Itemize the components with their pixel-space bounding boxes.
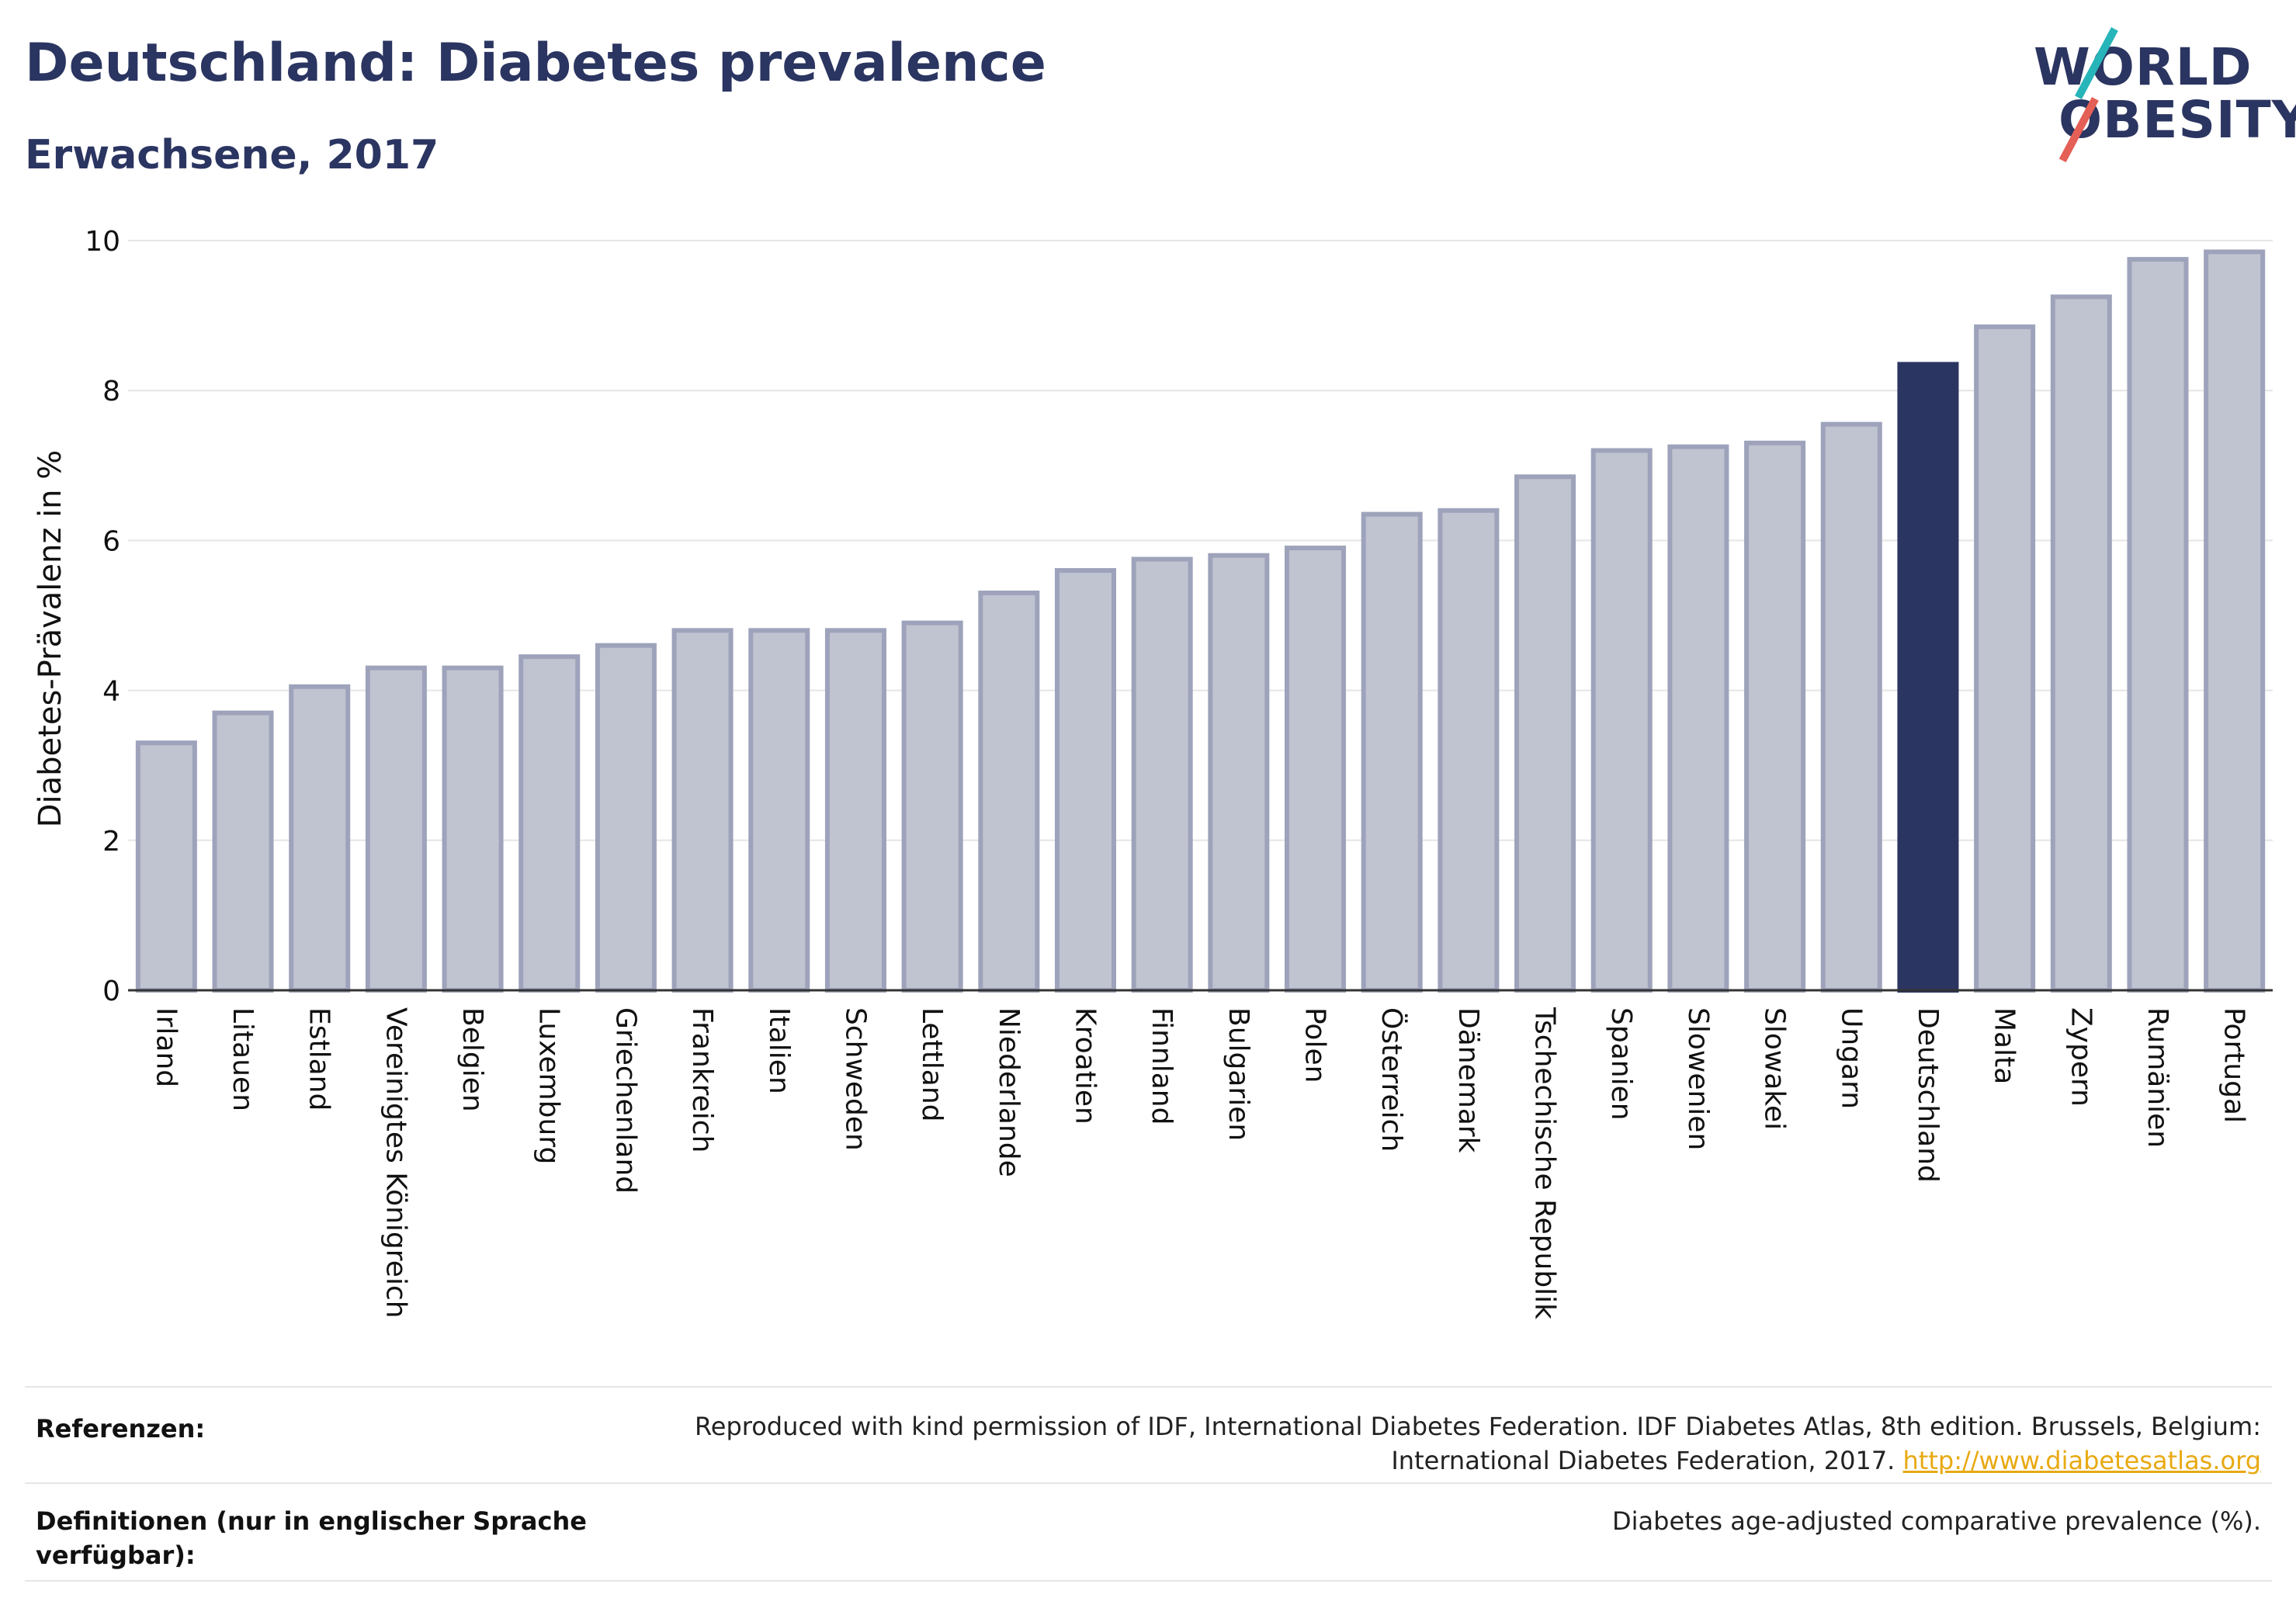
bar-österreich (1361, 511, 1423, 993)
bar-rumänien (2127, 257, 2189, 993)
y-tick-label: 2 (102, 826, 120, 858)
x-tick-label: Slowakei (1759, 1007, 1791, 1130)
x-tick-label: Luxemburg (533, 1007, 565, 1164)
bar-finnland (1131, 556, 1193, 993)
bar-italien (748, 628, 810, 993)
x-tick-label: Frankreich (686, 1007, 718, 1152)
bar-malta (1974, 324, 2036, 993)
bar-polen (1285, 546, 1347, 993)
bar-chart: 0 2 4 6 8 10 Diabetes-Prävalenz in % Irland Lita… (33, 226, 2273, 1319)
definitions-label-line-2: verfügbar): (36, 1541, 196, 1570)
y-tick-label: 0 (102, 976, 120, 1007)
footer-rule-top (25, 1386, 2272, 1388)
x-tick-label: Belgien (456, 1007, 488, 1112)
definitions-label-line-1: Definitionen (nur in englischer Sprache (36, 1506, 587, 1536)
x-tick-label: Ungarn (1835, 1007, 1867, 1109)
bar-litauen (212, 710, 274, 993)
bar-zypern (2050, 294, 2112, 993)
bar-slowakei (1744, 440, 1806, 993)
x-tick-label: Finnland (1146, 1007, 1177, 1125)
x-tick-label: Griechenland (609, 1007, 641, 1194)
x-tick-label: Polen (1299, 1007, 1331, 1083)
x-tick-label: Rumänien (2142, 1007, 2173, 1148)
references-line-2: International Diabetes Federation, 2017.… (695, 1444, 2261, 1478)
bar-spanien (1590, 448, 1653, 993)
bar-griechenland (595, 643, 657, 993)
x-tick-label: Tschechische Republik (1529, 1007, 1561, 1319)
x-tick-label: Dänemark (1452, 1007, 1484, 1153)
bar-frankreich (671, 628, 734, 993)
x-tick-label: Portugal (2218, 1007, 2250, 1123)
bar-estland (289, 684, 351, 993)
y-tick-label: 4 (102, 676, 120, 708)
x-tick-label: Spanien (1605, 1007, 1637, 1121)
definitions-text: Diabetes age-adjusted comparative preval… (1612, 1506, 2261, 1536)
x-tick-label: Estland (303, 1007, 335, 1111)
footer-rule-bottom (25, 1580, 2272, 1582)
bar-tschechische-republik (1514, 474, 1576, 993)
x-tick-label: Irland (150, 1007, 182, 1087)
x-tick-label: Vereinigtes Königreich (380, 1007, 411, 1319)
y-tick-label: 10 (85, 226, 120, 258)
bar-dänemark (1438, 508, 1500, 993)
x-tick-label: Lettland (916, 1007, 948, 1122)
bar-lettland (901, 620, 963, 993)
x-tick-label: Slowenien (1682, 1007, 1714, 1150)
bar-schweden (824, 628, 886, 993)
x-tick-label: Italien (763, 1007, 795, 1094)
bar-deutschland (1897, 362, 1959, 993)
x-tick-label: Bulgarien (1223, 1007, 1254, 1141)
bar-bulgarien (1208, 553, 1270, 993)
x-tick-label: Zypern (2065, 1007, 2097, 1107)
definitions-label: Definitionen (nur in englischer Sprache … (36, 1504, 587, 1572)
references-link[interactable]: http://www.diabetesatlas.org (1902, 1446, 2261, 1475)
y-axis-label: Diabetes-Prävalenz in % (33, 450, 68, 828)
bar-belgien (442, 665, 504, 993)
bar-niederlande (978, 591, 1040, 993)
x-tick-label: Deutschland (1912, 1007, 1944, 1183)
bar-irland (135, 740, 197, 993)
logo-line-1: WORLD (2034, 37, 2253, 97)
x-tick-label: Schweden (839, 1007, 871, 1151)
y-tick-label: 8 (102, 376, 120, 407)
footer-rule-middle (25, 1482, 2272, 1484)
y-tick-label: 6 (102, 525, 120, 557)
x-tick-label: Österreich (1375, 1007, 1408, 1152)
references-line-1: Reproduced with kind permission of IDF, … (694, 1412, 2261, 1441)
bar-kroatien (1054, 568, 1116, 993)
references-line-2-text: International Diabetes Federation, 2017. (1391, 1446, 1895, 1475)
references-text: Reproduced with kind permission of IDF, … (695, 1409, 2261, 1478)
world-obesity-logo[interactable]: WORLD OBESITY (2026, 27, 2296, 171)
bar-luxemburg (519, 654, 581, 993)
references-label: Referenzen: (36, 1414, 206, 1444)
bar-ungarn (1820, 421, 1882, 993)
x-tick-label: Malta (1989, 1007, 2020, 1084)
bar-slowenien (1667, 444, 1729, 993)
bar-vereinigtes-königreich (365, 665, 427, 993)
x-tick-label: Kroatien (1069, 1007, 1101, 1125)
chart-title: Deutschland: Diabetes prevalence (25, 33, 1046, 94)
bar-portugal (2204, 249, 2266, 993)
x-tick-label: Niederlande (993, 1007, 1025, 1177)
chart-subtitle: Erwachsene, 2017 (25, 132, 439, 178)
x-tick-label: Litauen (227, 1007, 258, 1111)
